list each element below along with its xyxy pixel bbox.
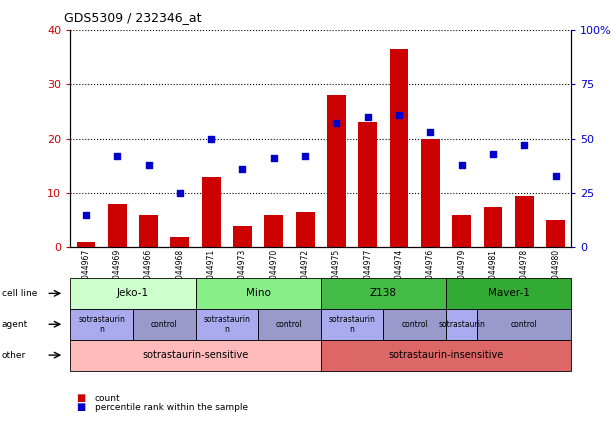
Bar bbox=[390, 49, 409, 247]
Text: sotrastaurin
n: sotrastaurin n bbox=[329, 315, 376, 334]
Point bbox=[488, 151, 498, 157]
Point bbox=[144, 161, 153, 168]
Point bbox=[425, 129, 435, 135]
Point bbox=[81, 212, 91, 218]
Bar bbox=[296, 212, 315, 247]
Bar bbox=[484, 206, 502, 247]
Point bbox=[112, 153, 122, 159]
Point bbox=[175, 190, 185, 196]
Text: cell line: cell line bbox=[2, 289, 37, 298]
Text: GDS5309 / 232346_at: GDS5309 / 232346_at bbox=[64, 11, 202, 24]
Point bbox=[300, 153, 310, 159]
Text: Maver-1: Maver-1 bbox=[488, 288, 530, 298]
Bar bbox=[233, 226, 252, 247]
Text: control: control bbox=[151, 320, 178, 329]
Text: ■: ■ bbox=[76, 402, 86, 412]
Bar bbox=[202, 177, 221, 247]
Text: percentile rank within the sample: percentile rank within the sample bbox=[95, 404, 248, 412]
Text: Mino: Mino bbox=[246, 288, 271, 298]
Bar bbox=[76, 242, 95, 247]
Bar bbox=[359, 122, 377, 247]
Text: agent: agent bbox=[2, 320, 28, 329]
Text: sotrastaurin
n: sotrastaurin n bbox=[203, 315, 251, 334]
Point bbox=[269, 155, 279, 162]
Point bbox=[457, 161, 467, 168]
Text: Jeko-1: Jeko-1 bbox=[117, 288, 149, 298]
Text: control: control bbox=[401, 320, 428, 329]
Text: sotrastaurin-insensitive: sotrastaurin-insensitive bbox=[389, 350, 503, 360]
Bar bbox=[265, 215, 284, 247]
Text: control: control bbox=[276, 320, 303, 329]
Text: ■: ■ bbox=[76, 393, 86, 403]
Text: Z138: Z138 bbox=[370, 288, 397, 298]
Bar bbox=[108, 204, 126, 247]
Bar bbox=[546, 220, 565, 247]
Bar bbox=[421, 139, 440, 247]
Text: sotrastaurin-sensitive: sotrastaurin-sensitive bbox=[142, 350, 249, 360]
Point bbox=[519, 142, 529, 148]
Text: sotrastaurin
n: sotrastaurin n bbox=[78, 315, 125, 334]
Text: sotrastaurin: sotrastaurin bbox=[438, 320, 485, 329]
Text: count: count bbox=[95, 394, 120, 403]
Bar bbox=[515, 196, 534, 247]
Text: control: control bbox=[511, 320, 538, 329]
Point bbox=[363, 113, 373, 120]
Bar bbox=[170, 236, 189, 247]
Point bbox=[207, 135, 216, 142]
Point bbox=[332, 120, 342, 126]
Point bbox=[551, 172, 560, 179]
Point bbox=[238, 166, 247, 173]
Text: other: other bbox=[2, 351, 26, 360]
Point bbox=[394, 111, 404, 118]
Bar bbox=[327, 95, 346, 247]
Bar bbox=[452, 215, 471, 247]
Bar bbox=[139, 215, 158, 247]
